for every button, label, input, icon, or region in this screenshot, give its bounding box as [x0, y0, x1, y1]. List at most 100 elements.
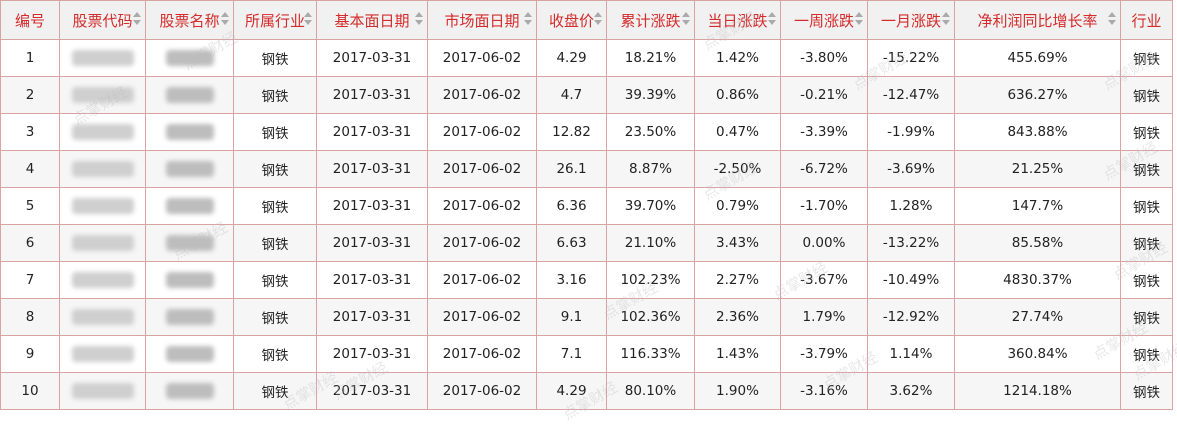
cell-fundamental-date: 2017-03-31: [316, 187, 428, 225]
cell-daily-change: -2.50%: [694, 150, 781, 188]
cell-monthly-change: -12.92%: [867, 298, 955, 336]
cell-weekly-change: -3.39%: [780, 113, 868, 151]
header-industry[interactable]: 所属行业: [233, 0, 317, 40]
table-row[interactable]: 10 钢铁 2017-03-31 2017-06-02 4.29 80.10% 1.90% -…: [0, 372, 1173, 410]
table-row[interactable]: 1 钢铁 2017-03-31 2017-06-02 4.29 18.21% 1.42% -3…: [0, 39, 1173, 77]
sort-icon[interactable]: [415, 10, 423, 28]
cell-net-profit-growth: 4830.37%: [954, 261, 1121, 299]
header-label: 基本面日期: [334, 11, 410, 30]
cell-net-profit-growth: 27.74%: [954, 298, 1121, 336]
sort-icon[interactable]: [855, 10, 863, 28]
redacted-stock-code: [71, 198, 134, 214]
cell-id: 7: [0, 261, 60, 299]
cell-sector: 钢铁: [1120, 113, 1173, 151]
redacted-stock-code: [71, 87, 134, 103]
redacted-stock-name: [165, 198, 214, 214]
cell-daily-change: 3.43%: [694, 224, 781, 262]
header-sector[interactable]: 行业: [1120, 0, 1173, 40]
cell-sector: 钢铁: [1120, 261, 1173, 299]
cell-daily-change: 0.79%: [694, 187, 781, 225]
redacted-stock-name: [165, 161, 214, 177]
cell-market-date: 2017-06-02: [427, 261, 537, 299]
header-cumulative-change[interactable]: 累计涨跌: [606, 0, 695, 40]
header-label: 当日涨跌: [707, 11, 768, 30]
cell-industry: 钢铁: [233, 150, 317, 188]
cell-daily-change: 0.86%: [694, 76, 781, 114]
cell-fundamental-date: 2017-03-31: [316, 372, 428, 410]
cell-weekly-change: -3.79%: [780, 335, 868, 373]
header-fundamental-date[interactable]: 基本面日期: [316, 0, 428, 40]
cell-id: 8: [0, 298, 60, 336]
cell-stock-code: [59, 150, 146, 188]
table-row[interactable]: 7 钢铁 2017-03-31 2017-06-02 3.16 102.23% 2.27% -…: [0, 261, 1173, 299]
cell-close-price: 9.1: [536, 298, 607, 336]
cell-cumulative-change: 102.23%: [606, 261, 695, 299]
header-id[interactable]: 编号: [0, 0, 60, 40]
cell-close-price: 7.1: [536, 335, 607, 373]
cell-monthly-change: 1.28%: [867, 187, 955, 225]
sort-icon[interactable]: [942, 10, 950, 28]
header-market-date[interactable]: 市场面日期: [427, 0, 537, 40]
header-label: 行业: [1131, 11, 1162, 30]
sort-icon[interactable]: [768, 10, 776, 28]
redacted-stock-code: [71, 161, 134, 177]
cell-close-price: 26.1: [536, 150, 607, 188]
header-label: 净利润同比增长率: [977, 11, 1098, 30]
table-row[interactable]: 6 钢铁 2017-03-31 2017-06-02 6.63 21.10% 3.43% 0.…: [0, 224, 1173, 262]
cell-id: 10: [0, 372, 60, 410]
redacted-stock-code: [71, 383, 134, 399]
cell-cumulative-change: 39.39%: [606, 76, 695, 114]
table-row[interactable]: 9 钢铁 2017-03-31 2017-06-02 7.1 116.33% 1.43% -3…: [0, 335, 1173, 373]
cell-stock-code: [59, 39, 146, 77]
table-row[interactable]: 8 钢铁 2017-03-31 2017-06-02 9.1 102.36% 2.36% 1.…: [0, 298, 1173, 336]
table-row[interactable]: 4 钢铁 2017-03-31 2017-06-02 26.1 8.87% -2.50% -6…: [0, 150, 1173, 188]
cell-weekly-change: 1.79%: [780, 298, 868, 336]
cell-industry: 钢铁: [233, 187, 317, 225]
header-monthly-change[interactable]: 一月涨跌: [867, 0, 955, 40]
cell-close-price: 6.63: [536, 224, 607, 262]
cell-monthly-change: 3.62%: [867, 372, 955, 410]
cell-daily-change: 1.43%: [694, 335, 781, 373]
sort-icon[interactable]: [133, 10, 141, 28]
cell-net-profit-growth: 147.7%: [954, 187, 1121, 225]
cell-daily-change: 0.47%: [694, 113, 781, 151]
cell-market-date: 2017-06-02: [427, 298, 537, 336]
table-row[interactable]: 5 钢铁 2017-03-31 2017-06-02 6.36 39.70% 0.79% -1…: [0, 187, 1173, 225]
header-weekly-change[interactable]: 一周涨跌: [780, 0, 868, 40]
cell-fundamental-date: 2017-03-31: [316, 298, 428, 336]
header-close-price[interactable]: 收盘价: [536, 0, 607, 40]
cell-net-profit-growth: 1214.18%: [954, 372, 1121, 410]
cell-id: 5: [0, 187, 60, 225]
cell-stock-code: [59, 261, 146, 299]
redacted-stock-name: [165, 235, 214, 251]
cell-cumulative-change: 116.33%: [606, 335, 695, 373]
header-label: 一月涨跌: [880, 11, 941, 30]
cell-weekly-change: 0.00%: [780, 224, 868, 262]
table-row[interactable]: 3 钢铁 2017-03-31 2017-06-02 12.82 23.50% 0.47% -…: [0, 113, 1173, 151]
cell-stock-name: [145, 187, 234, 225]
cell-weekly-change: -6.72%: [780, 150, 868, 188]
table-header-row: 编号 股票代码 股票名称 所属行业 基本面日期 市场面日期 收盘价 累计涨跌 当…: [0, 0, 1173, 40]
cell-fundamental-date: 2017-03-31: [316, 113, 428, 151]
cell-weekly-change: -1.70%: [780, 187, 868, 225]
sort-icon[interactable]: [682, 10, 690, 28]
sort-icon[interactable]: [524, 10, 532, 28]
cell-fundamental-date: 2017-03-31: [316, 224, 428, 262]
cell-weekly-change: -3.16%: [780, 372, 868, 410]
cell-sector: 钢铁: [1120, 335, 1173, 373]
header-net-profit-growth[interactable]: 净利润同比增长率: [954, 0, 1121, 40]
cell-stock-name: [145, 76, 234, 114]
redacted-stock-code: [71, 124, 134, 140]
table-row[interactable]: 2 钢铁 2017-03-31 2017-06-02 4.7 39.39% 0.86% -0.…: [0, 76, 1173, 114]
header-stock-code[interactable]: 股票代码: [59, 0, 146, 40]
redacted-stock-name: [165, 346, 214, 362]
header-label: 累计涨跌: [620, 11, 681, 30]
header-daily-change[interactable]: 当日涨跌: [694, 0, 781, 40]
sort-icon[interactable]: [1108, 10, 1116, 28]
header-stock-name[interactable]: 股票名称: [145, 0, 234, 40]
stock-table: 编号 股票代码 股票名称 所属行业 基本面日期 市场面日期 收盘价 累计涨跌 当…: [0, 0, 1173, 410]
sort-icon[interactable]: [221, 10, 229, 28]
sort-icon[interactable]: [594, 10, 602, 28]
sort-icon[interactable]: [304, 10, 312, 28]
